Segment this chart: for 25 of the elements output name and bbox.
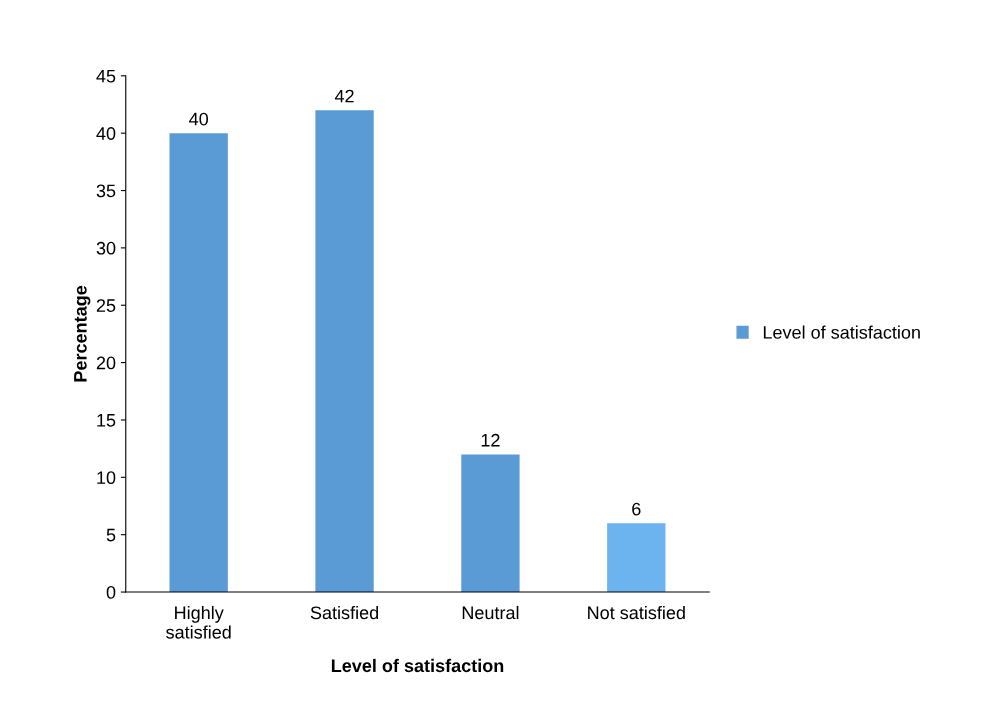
y-axis-title: Percentage: [74, 285, 91, 382]
y-tick-label: 0: [106, 585, 116, 599]
bar: [461, 454, 520, 593]
x-tick-label: Satisfied: [310, 605, 379, 620]
data-label: 42: [334, 89, 354, 103]
data-label: 6: [632, 502, 641, 516]
y-tick-label: 20: [96, 356, 116, 370]
y-tick-label: 25: [96, 299, 116, 312]
bar: [607, 523, 666, 593]
bar: [315, 110, 374, 593]
bar: [169, 133, 228, 593]
y-tick-label: 45: [96, 69, 116, 83]
y-tick-label: 5: [106, 528, 116, 542]
x-tick-label: Not satisfied: [588, 605, 685, 620]
y-tick-label: 10: [97, 471, 116, 485]
data-label: 40: [189, 112, 209, 126]
x-tick-label: Neutral: [462, 605, 519, 620]
y-tick-label: 30: [96, 241, 116, 255]
x-tick-label: Highly satisfied: [166, 605, 231, 639]
y-tick-label: 15: [97, 414, 116, 427]
legend-label: Level of satisfaction: [763, 325, 920, 339]
y-tick-label: 35: [96, 184, 116, 198]
x-axis-title: Level of satisfaction: [331, 658, 504, 673]
data-label: 12: [481, 433, 500, 447]
y-tick-label: 40: [96, 127, 116, 140]
